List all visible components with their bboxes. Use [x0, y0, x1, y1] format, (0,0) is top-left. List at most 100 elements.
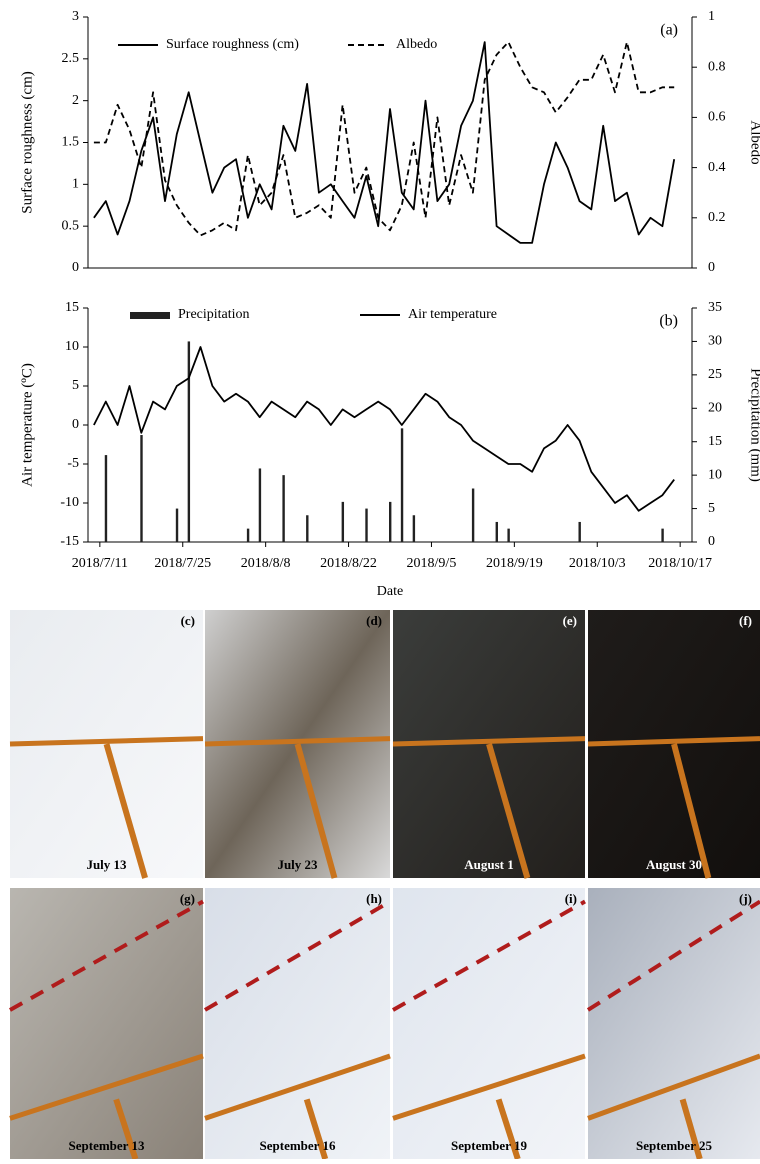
x-tick-label: 2018/10/17 [648, 556, 712, 571]
frame-rod [679, 1098, 703, 1160]
y2-tick-label: 1 [708, 9, 715, 24]
frame-rod [495, 1098, 521, 1160]
bar [400, 428, 404, 542]
x-tick-label: 2018/9/19 [486, 556, 543, 571]
bar [495, 521, 498, 542]
x-tick-label: 2018/8/8 [241, 556, 291, 571]
y2-axis-label: Precipitation (mm) [748, 368, 760, 482]
line-series [93, 41, 676, 244]
y2-tick-label: 10 [708, 467, 722, 482]
y-tick-label: 5 [72, 378, 79, 393]
bar [104, 455, 108, 542]
bar [341, 501, 345, 542]
photo-panel-label: (h) [366, 891, 382, 906]
bar [412, 515, 416, 542]
ruler [9, 899, 204, 1012]
frame-rod [486, 743, 531, 879]
frame-rod [113, 1098, 139, 1160]
y2-tick-label: 0.6 [708, 110, 726, 125]
panel-label: (a) [660, 22, 678, 39]
photo [10, 888, 203, 1159]
bar [187, 341, 191, 542]
photo-caption: September 13 [69, 1138, 145, 1153]
photo-panel-label: (g) [180, 891, 195, 906]
x-tick-label: 2018/8/22 [320, 556, 377, 571]
frame-rod [294, 743, 338, 879]
photo-panel-label: (f) [739, 613, 752, 628]
photo-grid: (c) July 13 (d) July 23 (e) August 1 (f) August… [9, 610, 760, 1160]
photo-caption: August 30 [646, 857, 702, 872]
y-tick-label: 10 [65, 339, 79, 354]
frame-rod [204, 736, 391, 747]
y2-tick-label: 35 [708, 300, 722, 315]
y-tick-label: -10 [60, 495, 79, 510]
y2-tick-label: 0 [708, 534, 715, 549]
bar [258, 468, 262, 542]
frame-rod [9, 1053, 204, 1121]
y2-tick-label: 25 [708, 367, 722, 382]
photo-caption: September 16 [260, 1138, 336, 1153]
x-tick-label: 2018/9/5 [407, 556, 457, 571]
y2-tick-label: 0.8 [708, 59, 726, 74]
y-tick-label: -15 [60, 534, 79, 549]
frame-rod [103, 743, 148, 879]
bar [306, 515, 309, 542]
y-axis-label: Surface roughness (cm) [19, 71, 35, 213]
photo-panel-label: (d) [366, 613, 382, 628]
y2-tick-label: 0.2 [708, 210, 726, 225]
y-tick-label: 0.5 [62, 218, 80, 233]
x-tick-label: 2018/7/25 [154, 556, 211, 571]
y2-tick-label: 5 [708, 501, 715, 516]
photo-panel-label: (i) [565, 891, 577, 906]
bar [389, 501, 392, 542]
y-tick-label: 3 [72, 9, 79, 24]
legend-label: Precipitation [178, 307, 250, 322]
y2-tick-label: 15 [708, 434, 722, 449]
y-tick-label: 2 [72, 93, 79, 108]
y-tick-label: 2.5 [62, 51, 80, 66]
bar [578, 521, 581, 542]
x-tick-label: 2018/10/3 [569, 556, 626, 571]
photo-caption: September 19 [451, 1138, 527, 1153]
y-tick-label: 15 [65, 300, 79, 315]
y-axis-label: Air temperature (ºC) [19, 363, 35, 487]
panel-label: (b) [659, 313, 678, 330]
photo [588, 888, 760, 1159]
x-tick-label: 2018/7/11 [72, 556, 128, 571]
frame-rod [204, 1053, 391, 1121]
bar [140, 435, 143, 542]
photo-panel-label: (j) [739, 891, 752, 906]
frame-rod [303, 1098, 329, 1160]
y-tick-label: 0 [72, 417, 79, 432]
y2-tick-label: 0.4 [708, 160, 726, 175]
y2-tick-label: 30 [708, 334, 722, 349]
photo-caption: August 1 [464, 857, 514, 872]
legend-label: Surface roughness (cm) [166, 37, 299, 52]
frame-rod [9, 736, 204, 747]
x-axis-label: Date [377, 584, 403, 599]
legend-label: Air temperature [408, 307, 497, 322]
y-tick-label: 1 [72, 177, 79, 192]
photo-caption: July 23 [277, 857, 318, 872]
photo-caption: July 13 [86, 857, 127, 872]
frame-rod [671, 743, 712, 879]
ruler [586, 899, 760, 1012]
photo-panel-label: (e) [563, 613, 577, 628]
photo [205, 888, 390, 1159]
bar [507, 528, 510, 542]
y-tick-label: -5 [67, 456, 79, 471]
frame-rod [587, 1053, 760, 1121]
bar [471, 488, 475, 542]
frame-rod [587, 736, 760, 747]
line-series [93, 41, 675, 237]
bar [661, 528, 664, 542]
bar [246, 528, 250, 542]
photo-caption: September 25 [636, 1138, 712, 1153]
y2-tick-label: 0 [708, 260, 715, 275]
legend-label: Albedo [396, 37, 437, 52]
y2-tick-label: 20 [708, 401, 722, 416]
bar [365, 508, 368, 542]
photo-panel-label: (c) [181, 613, 195, 628]
